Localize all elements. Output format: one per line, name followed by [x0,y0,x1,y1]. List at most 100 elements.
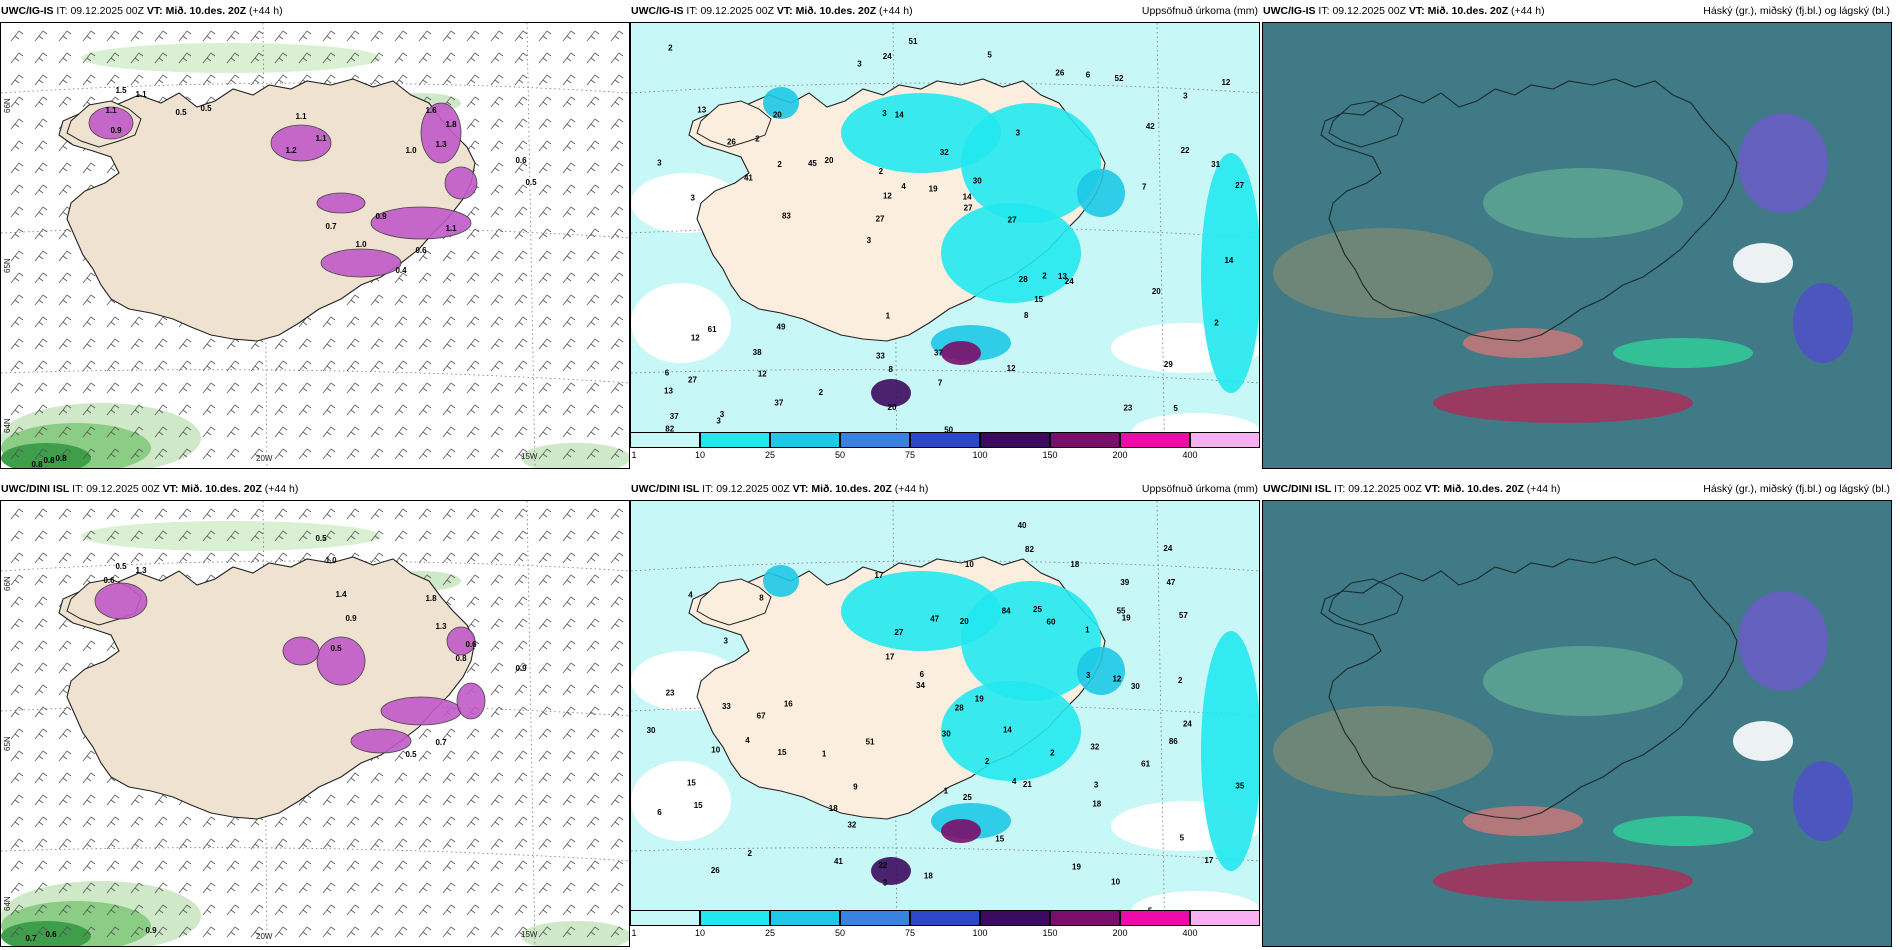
lon-label-20w: 20W [256,932,273,941]
colorbar-tick: 400 [1182,450,1198,460]
lat-label-65n: 65N [3,736,12,751]
cloud-shading [1273,591,1853,901]
precip-value: 20 [773,111,782,120]
panel-title: Háský (gr.), miðský (fj.bl.) og lágský (… [1703,483,1890,495]
precip-value: 22 [1181,146,1190,155]
panel-header: UWC/DINI ISL IT: 09.12.2025 00Z VT: Mið.… [0,478,630,500]
colorbar-swatch [770,432,840,448]
map-panel: UWC/DINI ISL IT: 09.12.2025 00Z VT: Mið.… [0,478,630,947]
panel-header: UWC/IG-IS IT: 09.12.2025 00Z VT: Mið. 10… [0,0,630,22]
map-canvas [1263,23,1891,468]
valid-time-label: VT: [1424,483,1441,495]
lead-time: (+44 h) [879,5,913,17]
colorbar-tick: 75 [904,450,916,460]
precip-value: 14 [1003,726,1012,735]
colorbar-tick: 75 [904,928,916,938]
precip-value: 1 [1085,625,1090,634]
snow-value: 1.0 [355,240,367,249]
snow-value: 0.8 [455,654,467,663]
init-time: 09.12.2025 00Z [70,5,144,17]
precip-value: 30 [1131,682,1140,691]
precip-value: 3 [883,878,888,887]
map-area: 5 3 3 3 3 3 3 32 61 20 13 12 14 30 24 13 24 27 28 22 27 33 12 2… [630,22,1260,433]
snow-value: 1.2 [285,146,297,155]
snow-value: 0.8 [31,460,43,469]
precip-value: 2 [1178,676,1183,685]
model-name: UWC/DINI ISL [631,483,700,495]
precip-value: 27 [894,628,903,637]
precip-value: 41 [744,173,753,182]
panel-title: Uppsöfnuð úrkoma (mm) [1141,5,1258,17]
colorbar-swatch [910,910,980,926]
valid-time-label: VT: [776,5,793,17]
colorbar-swatch [630,910,700,926]
precip-value: 12 [691,333,700,342]
precip-value: 27 [876,214,885,223]
precip-colorbar: 1 10 25 50 75 100 150 200 400 [630,910,1260,942]
precip-value: 1 [944,786,949,795]
precip-value: 45 [808,159,817,168]
precip-value: 32 [1090,742,1099,751]
snow-value: 0.8 [55,454,67,463]
init-time-label: IT: [1334,483,1346,495]
lon-label-20w: 20W [256,454,273,463]
init-time-label: IT: [72,483,84,495]
precip-value: 28 [955,703,964,712]
snow-value: 0.9 [145,926,157,935]
precip-value: 50 [944,426,953,433]
init-time: 09.12.2025 00Z [1332,5,1406,17]
colorbar-tick: 100 [972,928,988,938]
precip-value: 2 [777,160,782,169]
precip-value: 10 [711,745,720,754]
precip-value: 49 [777,323,786,332]
precip-value: 6 [657,808,662,817]
map-area: 0.5 1.3 0.6 0.5 1.0 1.4 0.9 0.5 1.8 1.3 0.6 0.8 0.9 0… [0,500,630,947]
precip-value: 13 [1058,272,1067,281]
snow-value: 0.6 [415,246,427,255]
precip-value: 18 [1070,560,1079,569]
precip-value: 3 [1016,128,1021,137]
precip-value: 20 [825,156,834,165]
colorbar-tick: 200 [1112,450,1128,460]
precip-value: 5 [987,51,992,60]
colorbar-swatch [840,432,910,448]
colorbar-swatch [630,432,700,448]
precip-value: 41 [834,857,843,866]
valid-time-label: VT: [1408,5,1425,17]
precip-value: 61 [708,325,717,334]
valid-time: Mið. 10.des. 20Z [1427,5,1509,17]
precip-value: 51 [909,37,918,46]
colorbar-swatch [1190,432,1260,448]
precip-value: 26 [717,431,726,433]
snow-value: 1.3 [135,566,147,575]
precip-value: 35 [1235,781,1244,790]
panel-title: Háský (gr.), miðský (fj.bl.) og lágský (… [1703,5,1890,17]
valid-time-label: VT: [146,5,163,17]
precip-value: 23 [1123,403,1132,412]
colorbar-swatch [700,910,770,926]
precip-colorbar: 1 10 25 50 75 100 150 200 400 [630,432,1260,464]
westfjords-coastline [1328,578,1404,626]
map-area: 1.5 1.1 1.1 0.5 0.5 0.9 1.1 1.1 1.2 1.6 1.8 1.3 1.0 0… [0,22,630,469]
westfjords-coastline [696,100,772,148]
snow-value: 0.7 [25,934,37,943]
precip-value: 15 [778,748,787,757]
precip-value: 5 [1173,404,1178,413]
precip-shading [763,87,1259,407]
lat-label-66n: 66N [3,576,12,591]
precip-value: 32 [940,148,949,157]
snow-value: 0.5 [175,108,187,117]
precip-value: 4 [688,591,693,600]
colorbar-swatch [1050,432,1120,448]
valid-time: Mið. 10.des. 20Z [181,483,262,495]
colorbar-swatch [980,910,1050,926]
precip-value: 14 [963,192,972,201]
precip-value: 37 [934,348,943,357]
precip-value: 12 [1007,364,1016,373]
precip-value: 27 [1008,216,1017,225]
snow-value: 0.7 [435,738,447,747]
precip-value: 17 [885,652,894,661]
precip-value: 8 [888,365,893,374]
precip-value: 55 [1117,607,1126,616]
snow-value: 0.5 [330,644,342,653]
